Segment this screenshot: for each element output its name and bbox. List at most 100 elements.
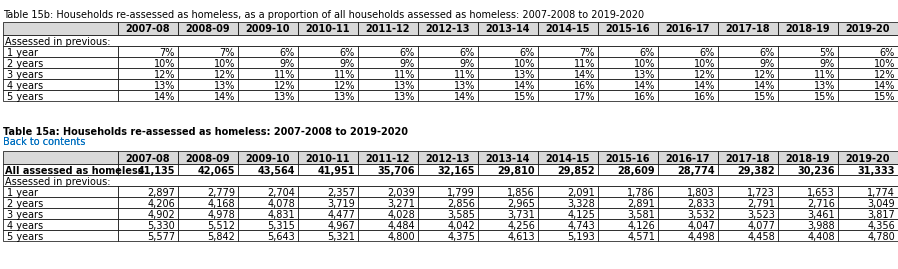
Bar (3, 175, 898, 186)
Bar (238, 22, 298, 35)
Text: 1,774: 1,774 (867, 188, 895, 198)
Bar (718, 208, 778, 219)
Bar (298, 164, 358, 175)
Bar (298, 90, 358, 101)
Text: 2010-11: 2010-11 (305, 154, 350, 164)
Text: 11%: 11% (393, 70, 415, 80)
Bar (538, 208, 598, 219)
Bar (418, 151, 478, 164)
Bar (358, 219, 418, 230)
Bar (658, 79, 718, 90)
Text: 2017-18: 2017-18 (726, 24, 770, 34)
Bar (598, 208, 658, 219)
Text: 2015-16: 2015-16 (606, 24, 650, 34)
Text: 4,356: 4,356 (867, 221, 895, 231)
Bar (3, 208, 118, 219)
Text: 4,375: 4,375 (447, 232, 475, 242)
Bar (358, 79, 418, 90)
Bar (238, 208, 298, 219)
Text: 29,810: 29,810 (497, 166, 535, 176)
Bar (478, 219, 538, 230)
Bar (478, 57, 538, 68)
Text: 2011-12: 2011-12 (365, 154, 410, 164)
Bar (538, 186, 598, 197)
Bar (3, 90, 118, 101)
Text: Assessed in previous:: Assessed in previous: (5, 37, 110, 47)
Text: 2009-10: 2009-10 (246, 154, 290, 164)
Bar (178, 230, 238, 241)
Bar (118, 186, 178, 197)
Text: 30,236: 30,236 (797, 166, 835, 176)
Text: 5,315: 5,315 (267, 221, 295, 231)
Bar (358, 197, 418, 208)
Text: 1,803: 1,803 (687, 188, 715, 198)
Text: 12%: 12% (753, 70, 775, 80)
Bar (3, 164, 118, 175)
Text: 3,328: 3,328 (568, 199, 595, 209)
Bar (598, 197, 658, 208)
Text: 2013-14: 2013-14 (486, 154, 530, 164)
Bar (238, 219, 298, 230)
Bar (598, 90, 658, 101)
Text: 7%: 7% (160, 48, 175, 58)
Bar (178, 68, 238, 79)
Text: 2014-15: 2014-15 (546, 154, 590, 164)
Text: 15%: 15% (753, 92, 775, 102)
Bar (478, 46, 538, 57)
Text: 6%: 6% (280, 48, 295, 58)
Bar (778, 197, 838, 208)
Bar (358, 164, 418, 175)
Text: 5,193: 5,193 (568, 232, 595, 242)
Bar (538, 219, 598, 230)
Text: 4,498: 4,498 (687, 232, 715, 242)
Bar (598, 68, 658, 79)
Text: All assessed as homeless: All assessed as homeless (5, 166, 144, 176)
Text: 43,564: 43,564 (258, 166, 295, 176)
Text: Table 15b: Households re-assessed as homeless, as a proportion of all households: Table 15b: Households re-assessed as hom… (3, 10, 644, 20)
Text: 13%: 13% (154, 81, 175, 91)
Bar (838, 151, 898, 164)
Bar (238, 197, 298, 208)
Text: 3,988: 3,988 (807, 221, 835, 231)
Text: Assessed in previous:: Assessed in previous: (5, 177, 110, 187)
Bar (478, 197, 538, 208)
Text: 41,135: 41,135 (137, 166, 175, 176)
Bar (778, 164, 838, 175)
Text: 32,165: 32,165 (437, 166, 475, 176)
Bar (598, 46, 658, 57)
Bar (598, 230, 658, 241)
Bar (838, 186, 898, 197)
Text: 4,077: 4,077 (747, 221, 775, 231)
Bar (298, 197, 358, 208)
Text: 1 year: 1 year (7, 48, 38, 58)
Bar (718, 219, 778, 230)
Text: 2,039: 2,039 (387, 188, 415, 198)
Bar (778, 90, 838, 101)
Text: 9%: 9% (460, 59, 475, 69)
Bar (298, 186, 358, 197)
Text: 4,902: 4,902 (147, 210, 175, 220)
Text: 13%: 13% (814, 81, 835, 91)
Bar (658, 57, 718, 68)
Bar (298, 151, 358, 164)
Bar (418, 68, 478, 79)
Text: 4 years: 4 years (7, 81, 43, 91)
Bar (658, 151, 718, 164)
Text: 4,042: 4,042 (447, 221, 475, 231)
Bar (118, 208, 178, 219)
Text: 35,706: 35,706 (377, 166, 415, 176)
Text: 11%: 11% (814, 70, 835, 80)
Bar (118, 164, 178, 175)
Bar (658, 219, 718, 230)
Bar (418, 230, 478, 241)
Text: 42,065: 42,065 (198, 166, 235, 176)
Bar (718, 164, 778, 175)
Bar (178, 164, 238, 175)
Text: 2,716: 2,716 (807, 199, 835, 209)
Text: 9%: 9% (760, 59, 775, 69)
Text: 5 years: 5 years (7, 92, 43, 102)
Text: 10%: 10% (634, 59, 655, 69)
Bar (658, 197, 718, 208)
Text: 12%: 12% (693, 70, 715, 80)
Bar (838, 164, 898, 175)
